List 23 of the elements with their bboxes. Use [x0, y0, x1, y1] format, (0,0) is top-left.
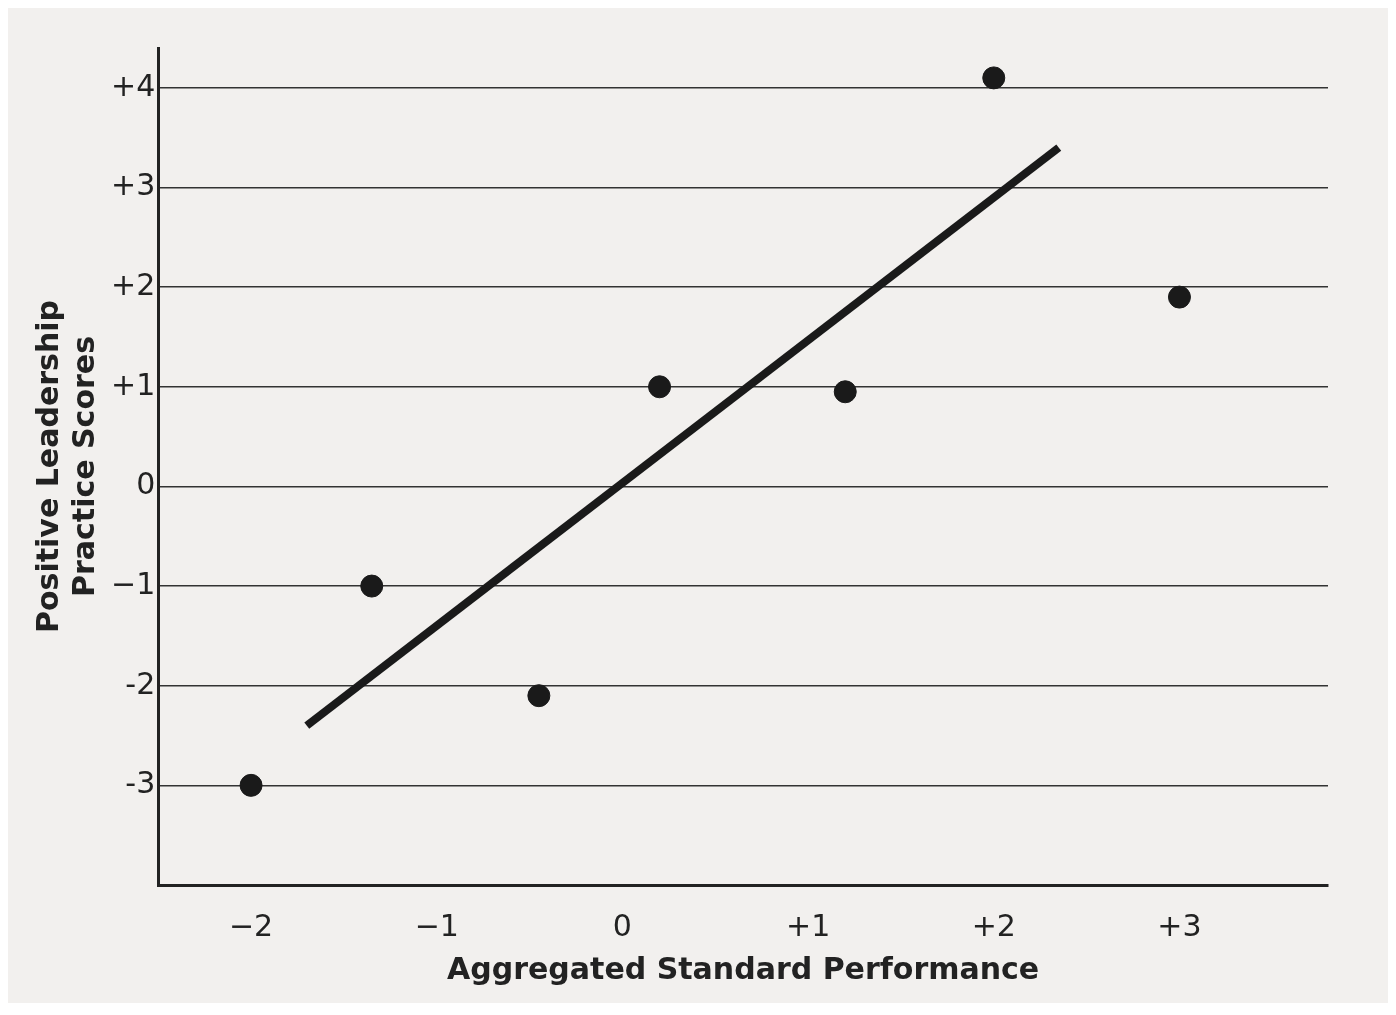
y-tick-label: +4 [110, 67, 156, 103]
x-tick-label: −1 [414, 907, 459, 943]
x-tick-label: −2 [228, 907, 274, 943]
y-tick-label: -3 [125, 765, 156, 801]
x-tick-label: +1 [785, 907, 831, 943]
y-tick-label: 0 [136, 466, 156, 502]
point [360, 574, 384, 598]
y-tick-label: +2 [110, 266, 156, 302]
point [833, 380, 857, 404]
x-tick-label: +2 [971, 907, 1016, 943]
y-tick-label: -2 [125, 665, 156, 701]
y-tick-label: +3 [110, 167, 156, 203]
point [527, 684, 551, 708]
point [648, 375, 672, 399]
point [982, 66, 1006, 90]
x-axis-title: Aggregated Standard Performance [447, 950, 1040, 986]
x-tick-label: +3 [1157, 907, 1202, 943]
point [239, 773, 263, 797]
point [1167, 285, 1191, 309]
y-tick-label: −1 [110, 565, 156, 601]
y-tick-label: +1 [110, 366, 156, 402]
x-tick-label: 0 [612, 907, 632, 943]
y-axis-title: Positive Leadership Practice Scores [29, 299, 101, 634]
